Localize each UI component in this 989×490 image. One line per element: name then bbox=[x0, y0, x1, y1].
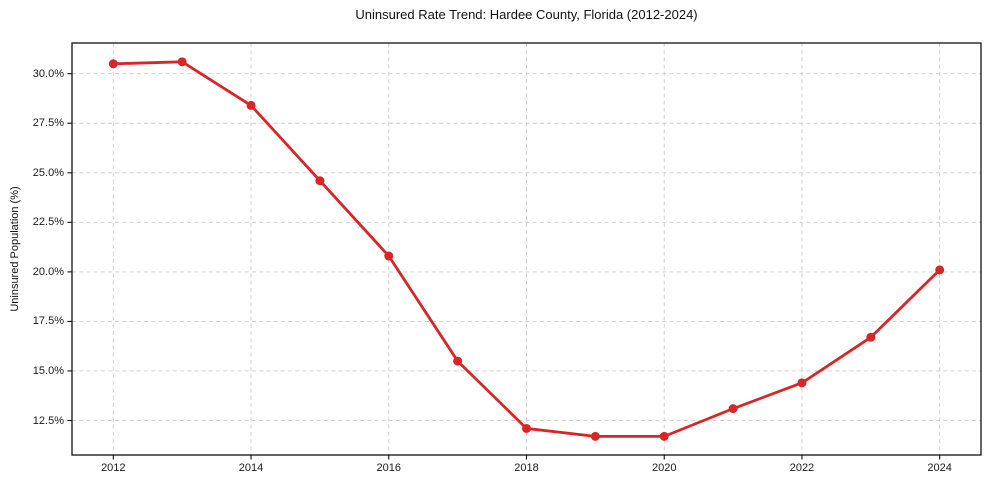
x-tick-label-2022: 2022 bbox=[789, 462, 815, 474]
data-point-2018 bbox=[522, 423, 531, 433]
x-tick-label-2012: 2012 bbox=[101, 462, 126, 474]
y-tick-label-22.5%: 22.5% bbox=[32, 216, 64, 229]
x-tick-label-2016: 2016 bbox=[376, 462, 401, 474]
data-point-2014 bbox=[246, 100, 256, 110]
data-point-2020 bbox=[659, 431, 669, 441]
y-tick-label-27.5%: 27.5% bbox=[32, 117, 64, 130]
y-tick-label-17.5%: 17.5% bbox=[32, 315, 64, 328]
plot-border bbox=[71, 42, 982, 456]
x-tick-label-2024: 2024 bbox=[927, 462, 952, 474]
data-point-2019 bbox=[590, 431, 600, 441]
chart-title: Uninsured Rate Trend: Hardee County, Flo… bbox=[355, 7, 698, 22]
data-point-2024 bbox=[935, 265, 945, 275]
y-tick-label-30.0%: 30.0% bbox=[32, 67, 64, 80]
x-tick-label-2018: 2018 bbox=[514, 462, 539, 474]
data-point-2015 bbox=[315, 176, 325, 186]
x-tick-label-2020: 2020 bbox=[651, 462, 677, 474]
data-point-2022 bbox=[797, 378, 807, 388]
data-point-2012 bbox=[108, 59, 118, 69]
y-tick-label-12.5%: 12.5% bbox=[32, 414, 64, 427]
y-tick-label-20.0%: 20.0% bbox=[32, 265, 64, 278]
data-point-2017 bbox=[453, 356, 463, 366]
y-tick-label-15.0%: 15.0% bbox=[32, 364, 64, 377]
data-point-2016 bbox=[384, 251, 394, 261]
data-point-2021 bbox=[728, 404, 738, 414]
y-tick-label-25.0%: 25.0% bbox=[32, 166, 64, 179]
data-point-2013 bbox=[177, 57, 187, 67]
data-point-2023 bbox=[866, 332, 876, 342]
x-tick-label-2014: 2014 bbox=[238, 462, 264, 474]
